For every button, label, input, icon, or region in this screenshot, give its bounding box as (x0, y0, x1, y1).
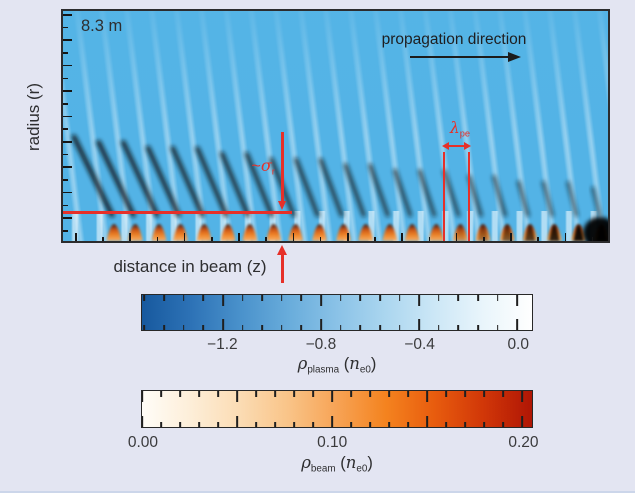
rho-subscript: plasma (307, 364, 340, 376)
lambda-pe-arrowhead-right-icon (464, 141, 471, 150)
n-subscript: e0 (356, 463, 368, 475)
lambda-pe-double-arrow (448, 144, 465, 147)
n-symbol: n (345, 453, 357, 472)
tick-label: 0.10 (317, 434, 348, 451)
unit-close-paren: ) (370, 355, 377, 373)
beam-marker-arrow-line (281, 253, 284, 283)
unit-open-paren: ( (343, 355, 350, 373)
lambda-pe-left-line (443, 152, 446, 241)
sigma-tilde: ~ (251, 158, 261, 175)
unit-open-paren: ( (340, 454, 346, 472)
sigma-symbol: σ (260, 156, 272, 175)
propagation-arrowhead-icon (508, 51, 521, 62)
lambda-symbol: λ (449, 119, 460, 137)
simulation-plot: 8.3 m propagation direction ~σr λpe (61, 9, 610, 243)
lambda-pe-right-line (468, 152, 471, 241)
colorbar-plasma-bar (141, 294, 533, 331)
rho-symbol: ρ (301, 453, 311, 472)
tick-label: 0.00 (127, 434, 159, 451)
rho-symbol: ρ (297, 354, 308, 373)
propagation-direction-label: propagation direction (381, 31, 527, 48)
tick-label: −1.2 (207, 336, 238, 353)
lambda-pe-arrowhead-left-icon (442, 141, 449, 150)
beam-marker-arrowhead-icon (277, 245, 287, 255)
colorbar-plasma-tick-labels: −1.2 −0.8 −0.4 0.0 (141, 336, 533, 354)
colorbar-plasma-title: ρplasma (ne0) (141, 354, 533, 375)
snapshot-distance-label: 8.3 m (81, 17, 123, 35)
panel-bottom-edge (0, 491, 635, 493)
propagation-arrow-icon (410, 56, 510, 59)
tick-label: −0.8 (305, 336, 337, 353)
rho-subscript: beam (310, 463, 336, 475)
sigma-r-arrowhead-icon (277, 201, 286, 210)
x-axis-label: distance in beam (z) (113, 257, 267, 276)
n-symbol: n (349, 354, 360, 373)
lambda-subscript: pe (459, 128, 471, 139)
tick-label: 0.0 (507, 336, 529, 353)
sigma-r-annotation: ~σr (223, 156, 275, 177)
lambda-pe-annotation: λpe (438, 119, 482, 138)
colorbar-beam-title: ρbeam (ne0) (141, 453, 533, 474)
n-subscript: e0 (359, 364, 371, 376)
y-axis-label: radius (r) (24, 83, 43, 152)
sigma-r-arrow-line (281, 132, 284, 202)
tick-label: 0.20 (508, 434, 539, 451)
colorbar-beam-tick-labels: 0.00 0.10 0.20 (128, 434, 539, 452)
sigma-r-horizontal-line (63, 211, 292, 214)
unit-close-paren: ) (367, 454, 373, 472)
sigma-subscript: r (271, 166, 275, 178)
tick-label: −0.4 (404, 336, 435, 353)
colorbar-beam-bar (141, 390, 533, 428)
